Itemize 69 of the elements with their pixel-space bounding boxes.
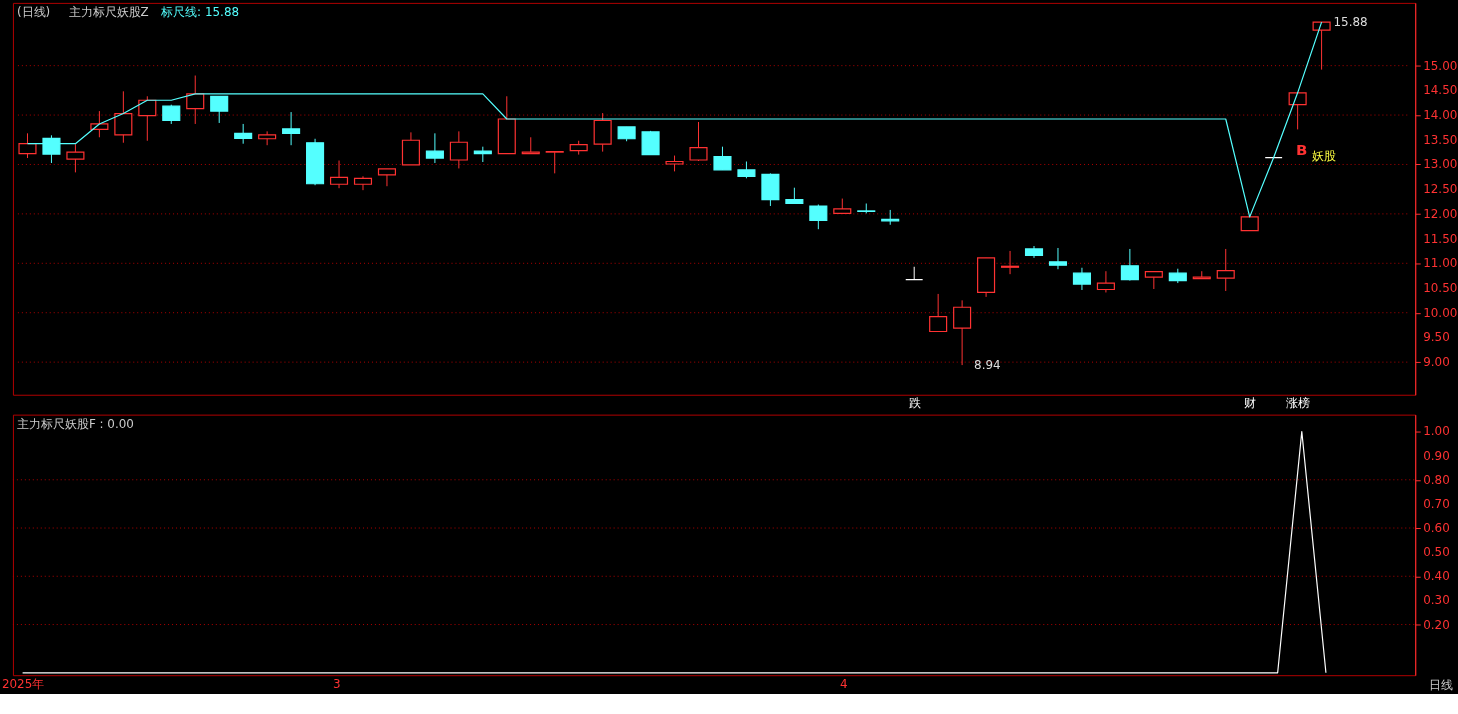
- y-tick-label: 0.50: [1423, 545, 1450, 560]
- x-tick-label: 涨榜: [1286, 396, 1311, 411]
- candlestick: [545, 151, 564, 174]
- y-tick-label: 0.80: [1423, 472, 1450, 487]
- y-tick-label: 0.60: [1423, 521, 1450, 535]
- candlestick: [905, 266, 924, 281]
- candlestick: [186, 75, 205, 125]
- y-tick-label: 12.50: [1423, 182, 1458, 197]
- candlestick: [1000, 250, 1020, 275]
- candlestick: [1288, 92, 1307, 130]
- y-tick-label: 10.50: [1423, 280, 1458, 295]
- candlestick: [425, 132, 444, 164]
- candlestick: [1072, 267, 1091, 291]
- candlestick: [162, 104, 181, 125]
- candlestick: [210, 95, 229, 124]
- candlestick: [953, 299, 972, 366]
- y-tick-label: 14.50: [1423, 83, 1458, 98]
- x-tick-label: 2025年: [1, 676, 45, 691]
- chart-title: (日线): [16, 4, 51, 19]
- candlestick: [689, 121, 708, 162]
- y-tick-label: 13.50: [1423, 132, 1458, 147]
- annotation: 妖股: [1311, 149, 1336, 164]
- candlestick: [18, 132, 37, 159]
- x-tick-label: 4: [839, 676, 848, 691]
- candlestick: [353, 175, 373, 191]
- y-tick-label: 10.00: [1423, 305, 1458, 320]
- candlestick: [1096, 270, 1115, 293]
- candlestick: [258, 130, 277, 146]
- candlestick: [809, 204, 828, 230]
- candlestick: [1216, 248, 1235, 292]
- y-tick-label: 0.70: [1423, 496, 1450, 511]
- candlestick: [593, 112, 612, 153]
- candlestick: [66, 143, 85, 173]
- text: 日线: [1429, 678, 1454, 693]
- y-tick-label: 13.00: [1423, 157, 1458, 172]
- annotation: 15.88: [1333, 15, 1368, 30]
- y-tick-label: 11.00: [1423, 256, 1458, 271]
- candlestick: [377, 168, 397, 187]
- candlestick: [42, 134, 61, 164]
- candlestick: [1120, 248, 1139, 282]
- x-tick-label: 3: [333, 676, 341, 691]
- y-tick-label: 9.00: [1423, 355, 1450, 370]
- y-tick-label: 12.00: [1423, 206, 1458, 221]
- candlestick: [1312, 21, 1331, 71]
- candlestick: [713, 146, 732, 171]
- y-tick-label: 15.00: [1423, 58, 1458, 73]
- y-tick-label: 0.20: [1423, 617, 1450, 632]
- candlestick: [929, 293, 948, 333]
- candlestick: [90, 110, 109, 138]
- annotation: B: [1295, 141, 1308, 160]
- chart-title: 主力标尺妖股F : 0.00: [16, 416, 134, 431]
- candlestick: [449, 130, 468, 169]
- y-tick-label: 11.50: [1423, 231, 1458, 246]
- y-tick-label: 0.90: [1423, 448, 1450, 463]
- x-tick-label: 跌: [908, 396, 921, 411]
- y-tick-label: 0.40: [1423, 569, 1450, 584]
- chart-subtitle: 主力标尺妖股Z: [68, 4, 149, 19]
- y-tick-label: 1.00: [1423, 424, 1450, 439]
- y-tick-label: 0.30: [1423, 593, 1450, 608]
- text: 标尺线: 15.88: [160, 4, 240, 19]
- x-tick-label: 财: [1244, 396, 1257, 411]
- y-tick-label: 14.00: [1423, 108, 1458, 123]
- candlestick: [329, 160, 349, 189]
- annotation: 8.94: [974, 358, 1001, 373]
- candlestick: [114, 90, 133, 144]
- candlestick: [1048, 247, 1068, 270]
- candlestick: [234, 123, 253, 145]
- y-tick-label: 9.50: [1423, 330, 1450, 345]
- candlestick: [282, 111, 301, 146]
